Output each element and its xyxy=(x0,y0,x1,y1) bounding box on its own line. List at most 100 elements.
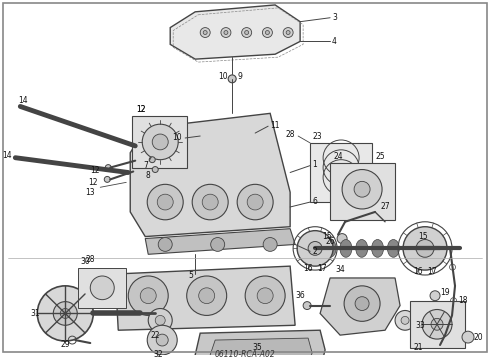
Circle shape xyxy=(416,239,434,257)
Circle shape xyxy=(142,124,178,160)
Text: 2: 2 xyxy=(312,247,317,256)
Circle shape xyxy=(263,28,272,37)
Circle shape xyxy=(344,286,380,321)
Circle shape xyxy=(228,75,236,83)
Circle shape xyxy=(395,310,415,330)
Circle shape xyxy=(422,310,452,339)
Circle shape xyxy=(211,238,225,251)
Text: 16: 16 xyxy=(303,264,313,273)
Text: 16: 16 xyxy=(413,266,423,275)
Circle shape xyxy=(60,309,70,318)
Circle shape xyxy=(253,358,267,360)
Bar xyxy=(410,301,465,348)
Circle shape xyxy=(147,325,177,355)
Polygon shape xyxy=(115,266,295,330)
Text: 4: 4 xyxy=(332,37,337,46)
Text: 06110-RCA-A02: 06110-RCA-A02 xyxy=(215,350,275,359)
Ellipse shape xyxy=(419,239,431,257)
Circle shape xyxy=(203,31,207,35)
Circle shape xyxy=(224,31,228,35)
Text: 1: 1 xyxy=(312,160,317,169)
Circle shape xyxy=(283,28,293,37)
Text: 9: 9 xyxy=(237,72,242,81)
Polygon shape xyxy=(170,5,300,59)
Text: 34: 34 xyxy=(335,265,345,274)
Bar xyxy=(310,143,372,202)
Ellipse shape xyxy=(371,239,384,257)
Text: 26: 26 xyxy=(325,237,335,246)
Circle shape xyxy=(355,297,369,310)
Circle shape xyxy=(430,291,440,301)
Circle shape xyxy=(37,286,93,341)
Polygon shape xyxy=(210,338,312,360)
Text: 23: 23 xyxy=(312,132,322,141)
Circle shape xyxy=(152,134,168,150)
Ellipse shape xyxy=(403,239,415,257)
Circle shape xyxy=(152,167,158,172)
Polygon shape xyxy=(320,278,400,335)
Text: 10: 10 xyxy=(219,72,228,81)
Circle shape xyxy=(308,242,322,255)
Circle shape xyxy=(158,238,172,251)
Text: 30: 30 xyxy=(80,257,90,266)
Bar xyxy=(132,116,187,167)
Text: 13: 13 xyxy=(85,188,95,197)
Circle shape xyxy=(187,276,227,315)
Circle shape xyxy=(266,31,270,35)
Text: 5: 5 xyxy=(189,271,194,280)
Circle shape xyxy=(140,288,156,303)
Circle shape xyxy=(157,194,173,210)
Text: 18: 18 xyxy=(458,296,467,305)
Circle shape xyxy=(431,318,443,330)
Text: 15: 15 xyxy=(418,231,428,240)
Text: 3: 3 xyxy=(332,13,337,22)
Circle shape xyxy=(257,288,273,303)
Circle shape xyxy=(202,194,218,210)
Circle shape xyxy=(149,157,155,163)
Text: 24: 24 xyxy=(333,152,343,161)
Text: 19: 19 xyxy=(440,288,450,297)
Circle shape xyxy=(354,181,370,197)
Ellipse shape xyxy=(324,239,336,257)
Circle shape xyxy=(401,316,409,324)
Text: 17: 17 xyxy=(427,266,437,275)
Text: 12: 12 xyxy=(136,105,146,114)
Circle shape xyxy=(156,334,168,346)
Circle shape xyxy=(200,28,210,37)
Text: 15: 15 xyxy=(322,231,332,240)
Text: 12: 12 xyxy=(89,178,98,187)
Circle shape xyxy=(263,238,277,251)
Circle shape xyxy=(242,28,252,37)
Circle shape xyxy=(221,28,231,37)
Text: 12: 12 xyxy=(91,166,100,175)
Text: 12: 12 xyxy=(136,105,146,114)
Text: 36: 36 xyxy=(295,291,305,300)
Polygon shape xyxy=(195,330,325,360)
Text: 7: 7 xyxy=(144,161,148,170)
Circle shape xyxy=(245,276,285,315)
Ellipse shape xyxy=(356,239,368,257)
Circle shape xyxy=(198,288,215,303)
Text: 21: 21 xyxy=(413,343,422,352)
Text: 11: 11 xyxy=(270,121,280,130)
Circle shape xyxy=(245,31,248,35)
Circle shape xyxy=(297,231,333,266)
Text: 8: 8 xyxy=(146,171,150,180)
Text: 20: 20 xyxy=(473,333,483,342)
Circle shape xyxy=(105,165,111,171)
Text: 10: 10 xyxy=(172,134,182,143)
Circle shape xyxy=(147,184,183,220)
Text: 14: 14 xyxy=(2,151,12,160)
Circle shape xyxy=(303,302,311,310)
Circle shape xyxy=(337,234,347,243)
Text: 28: 28 xyxy=(286,130,295,139)
Circle shape xyxy=(342,170,382,209)
Ellipse shape xyxy=(388,239,399,257)
Bar xyxy=(330,163,395,220)
Circle shape xyxy=(148,309,172,332)
Circle shape xyxy=(128,276,168,315)
Text: 27: 27 xyxy=(380,202,390,211)
Polygon shape xyxy=(145,229,295,254)
Text: 17: 17 xyxy=(318,264,327,273)
Circle shape xyxy=(53,302,77,325)
